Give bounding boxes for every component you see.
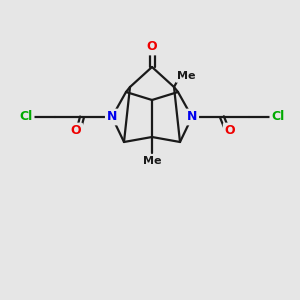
Text: Cl: Cl [272, 110, 285, 124]
Text: Cl: Cl [20, 110, 33, 124]
Text: Me: Me [177, 71, 195, 81]
Text: O: O [71, 124, 81, 137]
Text: N: N [187, 110, 197, 124]
Text: O: O [225, 124, 235, 137]
Text: N: N [107, 110, 117, 124]
Text: Me: Me [143, 156, 161, 166]
Text: O: O [147, 40, 157, 53]
